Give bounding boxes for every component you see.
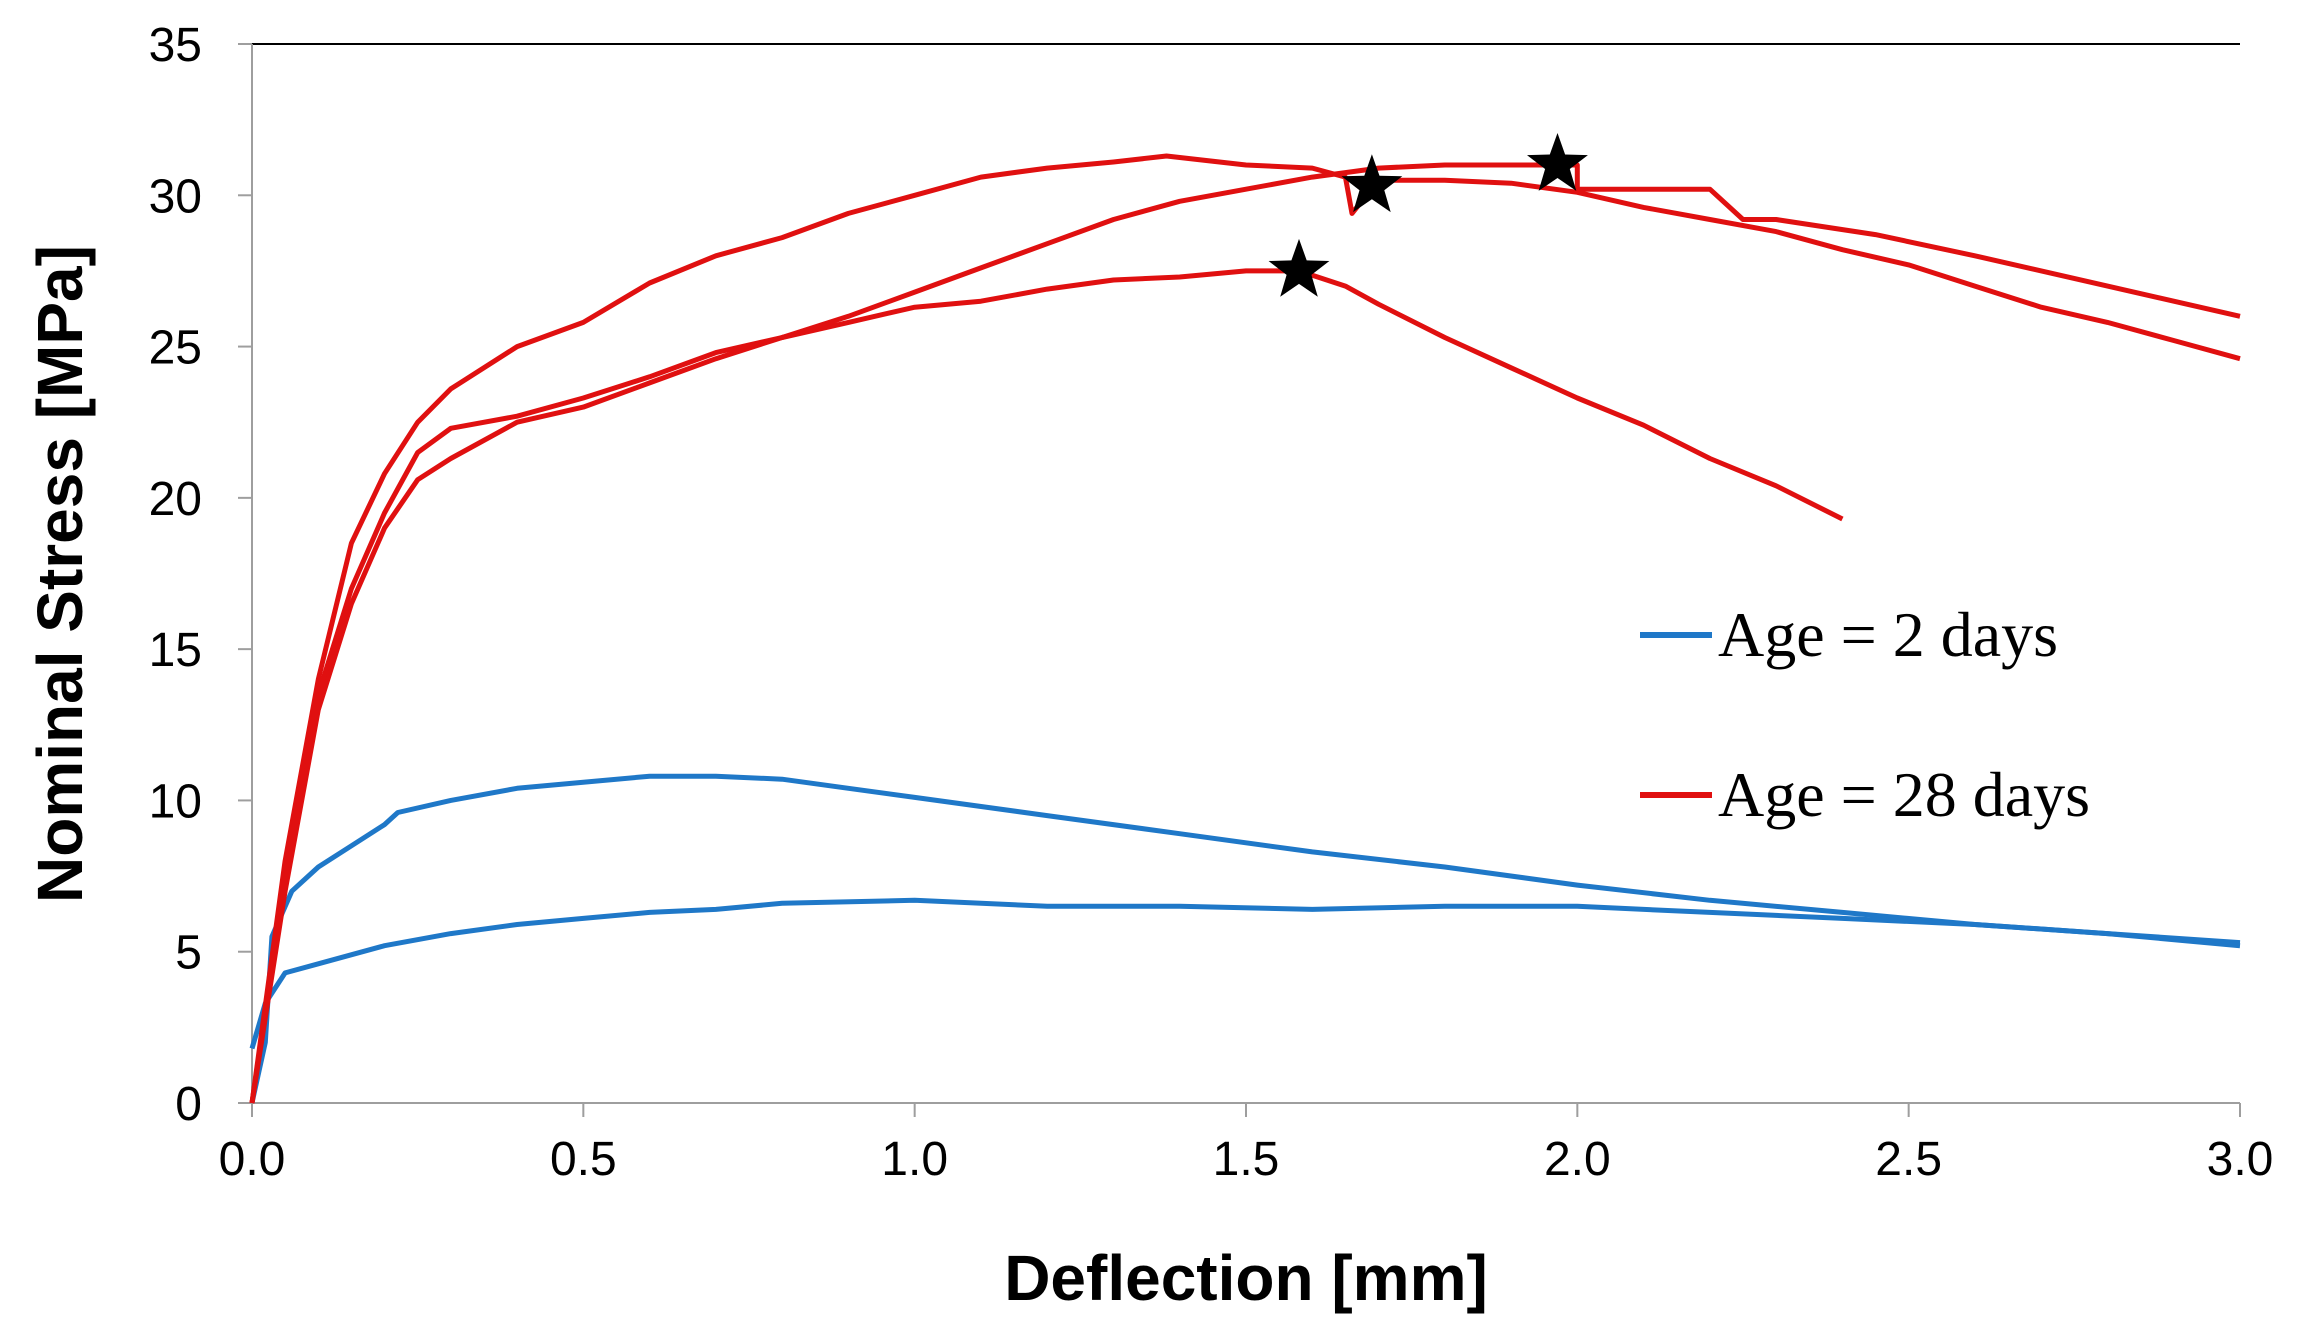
series-line-1	[249, 773, 2241, 1104]
series-line-4	[249, 162, 2241, 1104]
x-tick-label: 3.0	[2207, 1133, 2274, 1186]
x-tick-label: 0.0	[219, 1133, 286, 1186]
series-line-3	[249, 268, 1844, 1104]
x-tick-label: 2.0	[1544, 1133, 1611, 1186]
y-axis-ticks: 0 5 10 15 20 25 30 35	[149, 19, 252, 1131]
y-tick-label: 30	[149, 170, 202, 223]
x-tick-label: 2.5	[1875, 1133, 1942, 1186]
y-tick-label: 0	[175, 1078, 202, 1131]
series-layer	[249, 153, 2241, 1104]
y-tick-label: 25	[149, 322, 202, 375]
y-tick-label: 5	[175, 927, 202, 980]
x-tick-label: 0.5	[550, 1133, 617, 1186]
series-line-2	[249, 897, 2241, 1050]
star-marker-1	[1268, 238, 1330, 297]
y-tick-label: 10	[149, 775, 202, 828]
legend-label-28-days: Age = 28 days	[1718, 759, 2090, 830]
legend: Age = 2 days Age = 28 days	[1640, 599, 2090, 830]
y-axis-title: Nominal Stress [MPa]	[24, 245, 96, 903]
series-line-5	[249, 153, 2241, 1104]
marker-layer	[1268, 133, 1588, 297]
star-marker-2	[1341, 154, 1403, 213]
x-axis-ticks: 0.0 0.5 1.0 1.5 2.0 2.5 3.0	[219, 1103, 2274, 1186]
plot-area	[251, 43, 2240, 1104]
x-tick-label: 1.0	[881, 1133, 948, 1186]
x-tick-label: 1.5	[1213, 1133, 1280, 1186]
legend-label-2-days: Age = 2 days	[1718, 599, 2058, 670]
y-tick-label: 15	[149, 624, 202, 677]
y-tick-label: 20	[149, 473, 202, 526]
x-axis-title: Deflection [mm]	[1004, 1242, 1488, 1314]
star-marker-3	[1527, 133, 1588, 191]
y-tick-label: 35	[149, 19, 202, 72]
